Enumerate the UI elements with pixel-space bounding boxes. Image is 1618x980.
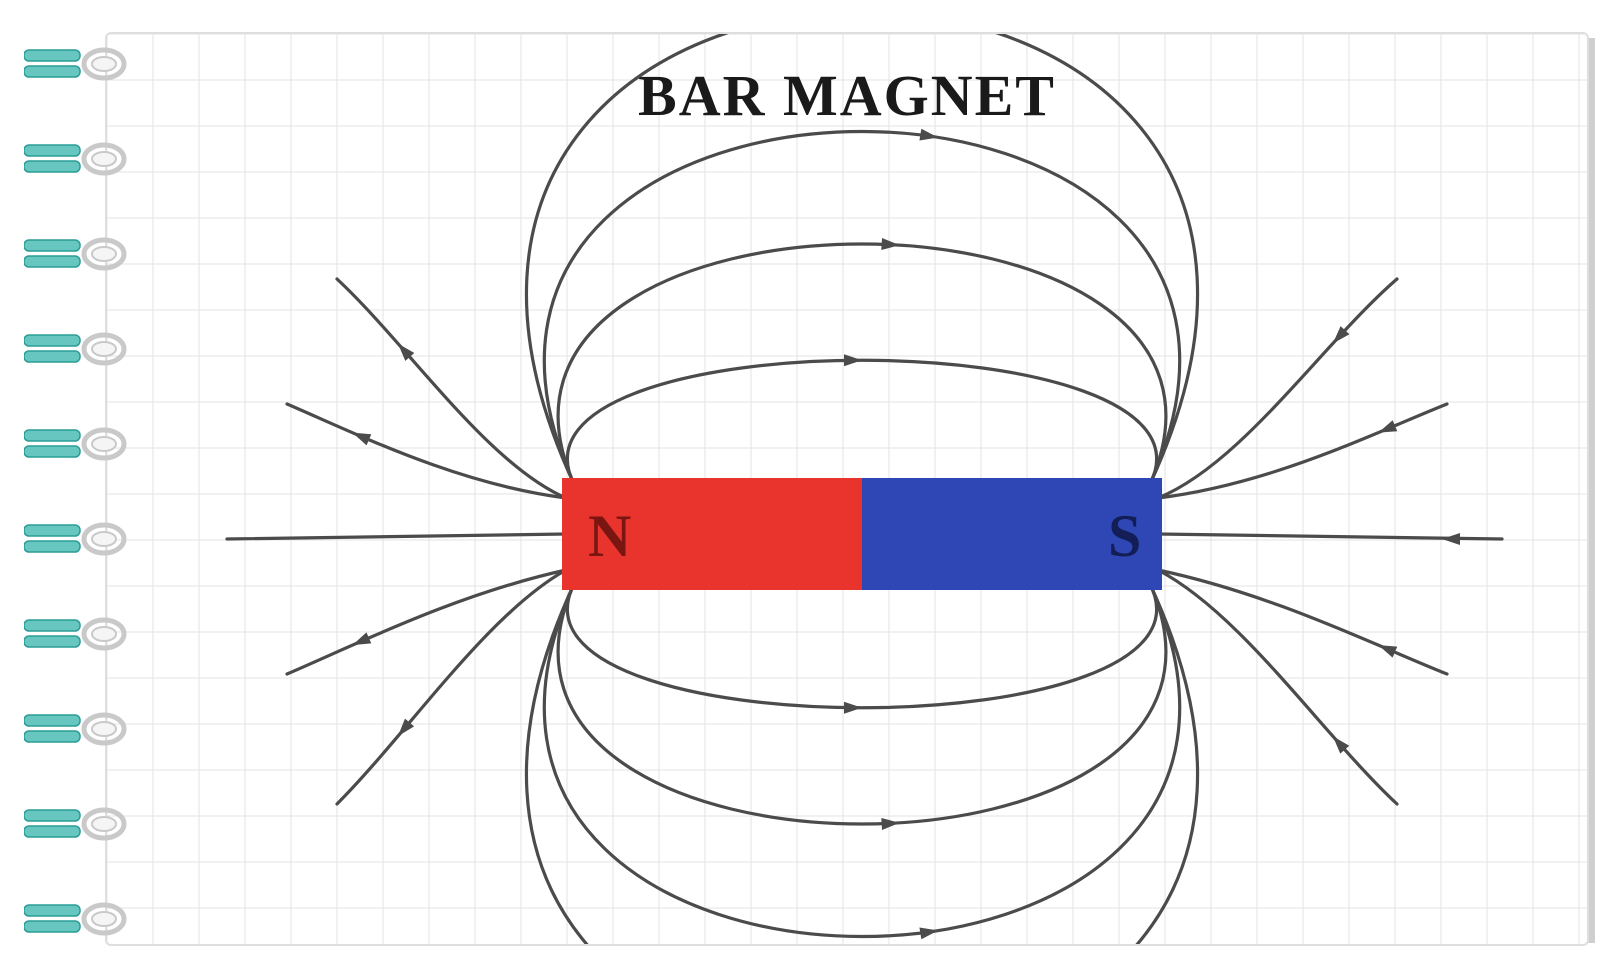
binding-ring [24,232,128,272]
south-label: S [1108,503,1141,569]
binding-ring [24,422,128,462]
north-label: N [588,503,631,569]
binding-ring [24,42,128,82]
bar-magnet: NS [562,478,1162,590]
stage: BAR MAGNET NS [0,0,1618,980]
binding-ring [24,897,128,937]
binding-ring [24,612,128,652]
binding-ring [24,137,128,177]
spiral-binding [24,0,144,980]
binding-ring [24,802,128,842]
notebook-page: BAR MAGNET NS [105,32,1589,946]
binding-ring [24,707,128,747]
binding-ring [24,327,128,367]
binding-ring [24,517,128,557]
bar-magnet-diagram: NS [107,34,1587,944]
